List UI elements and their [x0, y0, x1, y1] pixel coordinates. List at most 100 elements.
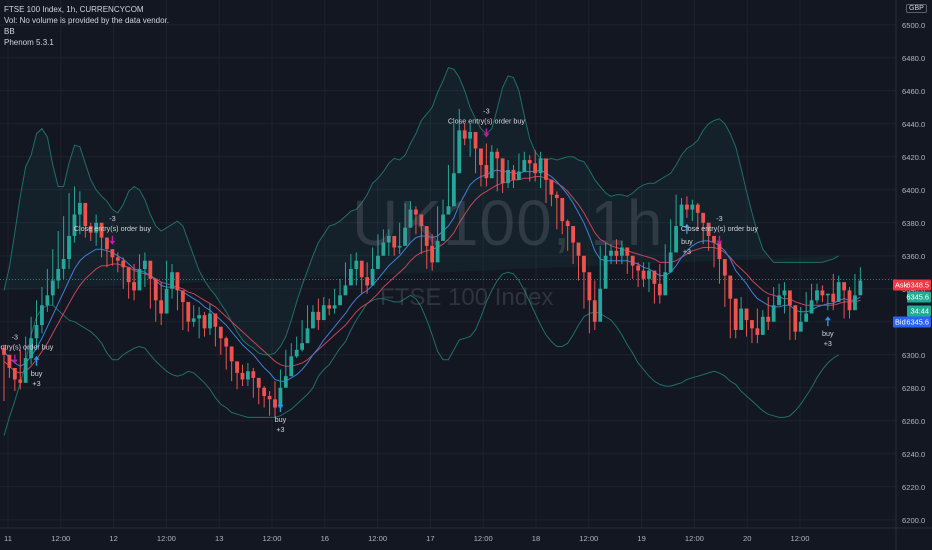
candle[interactable] [115, 252, 120, 273]
candle[interactable] [441, 199, 445, 241]
candle-body[interactable] [554, 194, 559, 198]
candle-body[interactable] [441, 214, 445, 241]
candle-body[interactable] [571, 226, 575, 243]
candle[interactable] [18, 349, 23, 390]
candle-body[interactable] [316, 311, 321, 321]
candle-body[interactable] [294, 349, 299, 357]
candle-body[interactable] [321, 305, 326, 321]
candle-body[interactable] [110, 249, 115, 258]
candle[interactable] [218, 326, 223, 355]
candle[interactable] [148, 260, 153, 309]
candle-body[interactable] [77, 202, 82, 215]
candle-body[interactable] [538, 158, 543, 174]
candle[interactable] [40, 287, 44, 334]
candle-body[interactable] [40, 305, 44, 326]
candle-body[interactable] [273, 399, 277, 408]
candle[interactable] [527, 155, 532, 182]
candle[interactable] [587, 272, 592, 334]
candle[interactable] [419, 214, 424, 255]
candle[interactable] [652, 270, 657, 304]
candle-body[interactable] [213, 313, 218, 327]
candle[interactable] [56, 231, 61, 289]
candle[interactable] [457, 108, 462, 174]
candle-body[interactable] [853, 295, 857, 311]
candle-body[interactable] [45, 295, 50, 306]
candle[interactable] [614, 239, 619, 264]
candle-body[interactable] [788, 290, 792, 306]
candle[interactable] [592, 280, 597, 331]
candle[interactable] [473, 132, 478, 174]
candle[interactable] [836, 275, 841, 302]
candle[interactable] [804, 292, 809, 322]
candle[interactable] [376, 234, 380, 269]
candle[interactable] [685, 196, 689, 218]
candle-body[interactable] [500, 158, 505, 184]
candle[interactable] [305, 305, 310, 344]
candle[interactable] [517, 153, 521, 180]
candle[interactable] [414, 206, 418, 235]
candle-body[interactable] [370, 268, 375, 286]
candle-body[interactable] [283, 376, 288, 388]
candle-body[interactable] [23, 358, 28, 383]
candle[interactable] [294, 336, 299, 359]
candle[interactable] [34, 300, 39, 350]
candle[interactable] [235, 361, 239, 390]
candle-body[interactable] [348, 268, 353, 286]
candle-body[interactable] [34, 325, 39, 339]
candle-body[interactable] [549, 179, 554, 195]
candle[interactable] [202, 311, 207, 337]
candle[interactable] [690, 199, 695, 222]
candle[interactable] [641, 262, 646, 288]
candle-body[interactable] [842, 282, 846, 291]
candle[interactable] [625, 247, 630, 274]
candle[interactable] [386, 229, 391, 256]
candle[interactable] [348, 254, 353, 286]
candle-body[interactable] [484, 165, 489, 179]
candle-body[interactable] [473, 132, 478, 149]
candle-body[interactable] [451, 173, 456, 207]
candle-body[interactable] [695, 204, 700, 213]
candle[interactable] [88, 222, 93, 241]
candle[interactable] [262, 386, 267, 408]
candle-body[interactable] [381, 242, 386, 256]
candle-body[interactable] [267, 396, 272, 400]
candle[interactable] [554, 191, 559, 230]
candle[interactable] [197, 306, 202, 339]
candle[interactable] [679, 198, 684, 227]
candle[interactable] [755, 308, 760, 344]
candle[interactable] [695, 202, 700, 231]
candle[interactable] [256, 377, 261, 405]
candle-body[interactable] [712, 235, 716, 243]
candle-body[interactable] [197, 315, 202, 319]
candle-body[interactable] [777, 295, 781, 306]
candle[interactable] [72, 186, 77, 243]
candle-body[interactable] [722, 259, 727, 276]
candle[interactable] [29, 316, 33, 365]
candle-body[interactable] [587, 272, 592, 301]
candle[interactable] [2, 344, 6, 401]
candle-body[interactable] [674, 226, 678, 253]
candle-body[interactable] [311, 311, 315, 329]
candle[interactable] [619, 240, 624, 264]
candle-body[interactable] [750, 320, 754, 329]
candle[interactable] [858, 267, 863, 296]
candle-body[interactable] [744, 308, 749, 321]
candle-body[interactable] [153, 278, 158, 301]
candle-body[interactable] [690, 204, 695, 210]
candle-body[interactable] [782, 290, 787, 296]
candle-body[interactable] [224, 338, 229, 347]
candle-body[interactable] [175, 272, 180, 291]
candle[interactable] [338, 278, 342, 306]
candle[interactable] [186, 301, 191, 332]
candle[interactable] [815, 283, 819, 304]
candle[interactable] [403, 202, 407, 246]
candle[interactable] [744, 308, 749, 337]
candle-body[interactable] [506, 169, 510, 184]
candle[interactable] [630, 255, 635, 279]
candle[interactable] [788, 290, 792, 340]
candle[interactable] [793, 305, 798, 340]
candle-body[interactable] [836, 282, 841, 302]
candle-body[interactable] [825, 293, 830, 296]
candle[interactable] [77, 191, 82, 235]
candle[interactable] [7, 354, 12, 378]
